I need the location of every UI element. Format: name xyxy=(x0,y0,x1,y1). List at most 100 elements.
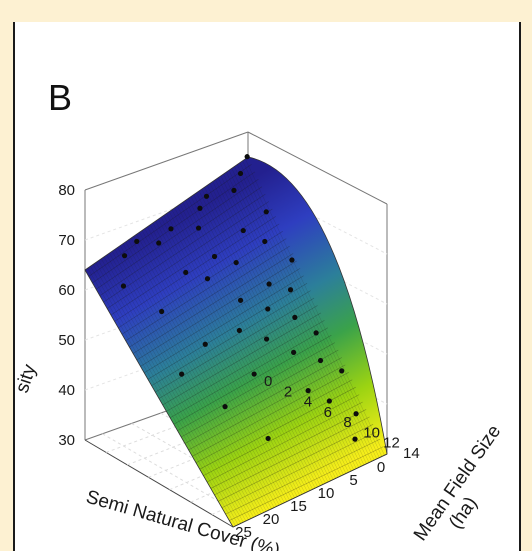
surface-mesh-line xyxy=(236,164,377,459)
z-tick-label: 60 xyxy=(58,282,75,299)
surface-mesh-line xyxy=(166,213,311,491)
surface-mesh-line xyxy=(140,268,301,367)
surface-mesh-line xyxy=(133,235,280,506)
data-point xyxy=(352,436,358,442)
data-point xyxy=(287,287,294,293)
surface-mesh-line xyxy=(152,222,298,497)
surface-mesh-line xyxy=(144,275,304,374)
surface-mesh-line xyxy=(173,334,332,425)
data-point xyxy=(204,276,211,282)
surface-mesh-line xyxy=(192,372,349,457)
z-tick-label: 30 xyxy=(58,432,75,449)
y-tick-label: 6 xyxy=(324,404,332,421)
surface-mesh-line xyxy=(141,230,288,502)
z-tick-label: 70 xyxy=(58,232,75,249)
surface-mesh-line xyxy=(114,216,276,322)
data-point xyxy=(202,341,208,347)
surface-mesh-line xyxy=(212,181,354,470)
data-point xyxy=(120,283,127,289)
surface-mesh-line xyxy=(190,196,334,480)
y-tick-label: 2 xyxy=(284,383,292,400)
data-point xyxy=(156,240,162,246)
surface-mesh-line xyxy=(103,256,252,519)
data-point xyxy=(233,259,239,266)
surface-mesh-line xyxy=(125,241,272,509)
surface-mesh-line xyxy=(109,252,257,517)
surface-mesh-line xyxy=(218,424,374,502)
data-point xyxy=(244,154,250,160)
surface-mesh-line xyxy=(95,262,244,523)
data-point xyxy=(168,226,174,232)
surface-mesh-line xyxy=(132,253,294,354)
surface-mesh-line xyxy=(196,192,339,478)
surface-mesh-line xyxy=(228,170,370,463)
surface-mesh-line xyxy=(121,230,283,335)
z-tick-label: 50 xyxy=(58,332,75,349)
surface-mesh-line xyxy=(220,175,362,467)
data-point xyxy=(266,281,272,287)
data-point xyxy=(305,388,311,394)
data-point xyxy=(121,253,128,259)
surface-mesh-line xyxy=(120,245,267,512)
surface-mesh-line xyxy=(181,349,339,438)
x-tick-label: 25 xyxy=(235,524,252,541)
y-tick-label: 10 xyxy=(363,424,380,441)
surface-mesh-line xyxy=(163,215,308,492)
surface-mesh-line xyxy=(177,342,336,431)
surface-mesh-line xyxy=(92,264,241,524)
surface-mesh-line xyxy=(182,202,326,484)
data-point xyxy=(159,308,165,315)
surface-mesh-line xyxy=(184,357,342,444)
data-point xyxy=(292,314,298,320)
surface-mesh-line xyxy=(214,416,370,496)
y-axis-title: Mean Field Size (ha) xyxy=(410,421,505,545)
surface-mesh-line xyxy=(209,183,352,472)
data-point xyxy=(353,411,359,417)
data-point xyxy=(313,330,319,336)
surface-mesh-line xyxy=(117,247,265,513)
surface-mesh-line xyxy=(160,217,306,494)
box-edge-top-left xyxy=(84,131,249,191)
surface-mesh-line xyxy=(195,379,353,464)
figure-panel: 30 40 50 60 70 80 25 20 15 10 5 0 0 2 4 6 8 10 12 14 B sity… xyxy=(13,22,521,551)
surface-body xyxy=(84,156,388,528)
surface-mesh-line xyxy=(217,177,359,468)
surface-mesh-line xyxy=(245,158,385,456)
surface-mesh-line xyxy=(147,282,308,380)
data-point xyxy=(222,404,228,410)
surface-mesh-line xyxy=(144,228,290,501)
surface-mesh-line xyxy=(234,166,375,461)
surface-mesh-line xyxy=(188,364,346,451)
data-points xyxy=(120,154,359,442)
x-tick-label: 10 xyxy=(318,485,335,502)
data-point xyxy=(265,435,271,442)
data-point xyxy=(179,371,185,377)
surface-mesh-line xyxy=(110,208,273,316)
surface-mesh-line xyxy=(188,198,331,481)
surface xyxy=(84,156,388,528)
surface-mesh-line xyxy=(201,188,344,475)
x-tick-label: 20 xyxy=(263,511,280,528)
surface-mesh-line xyxy=(103,193,266,303)
y-tick-label: 8 xyxy=(343,414,351,431)
surface-mesh-line xyxy=(90,266,239,525)
surface-mesh-line xyxy=(129,245,290,348)
surface-mesh-line xyxy=(88,164,252,277)
surface-mesh-line xyxy=(162,312,322,406)
data-point xyxy=(237,170,244,177)
data-point xyxy=(134,238,140,244)
surface-mesh-line xyxy=(231,168,372,462)
surface-mesh-line xyxy=(206,401,363,483)
panel-label: B xyxy=(48,77,72,118)
floor-grid-line xyxy=(102,433,250,520)
data-point xyxy=(251,371,257,377)
surface-mesh-line xyxy=(99,186,263,296)
z-tick-label: 40 xyxy=(58,382,75,399)
box-edge-top-right xyxy=(247,131,388,205)
x-tick-label: 15 xyxy=(290,498,307,515)
floor-edge-front-left xyxy=(84,439,234,528)
surface-mesh-line xyxy=(128,239,275,508)
surface-mesh-line xyxy=(125,238,287,341)
